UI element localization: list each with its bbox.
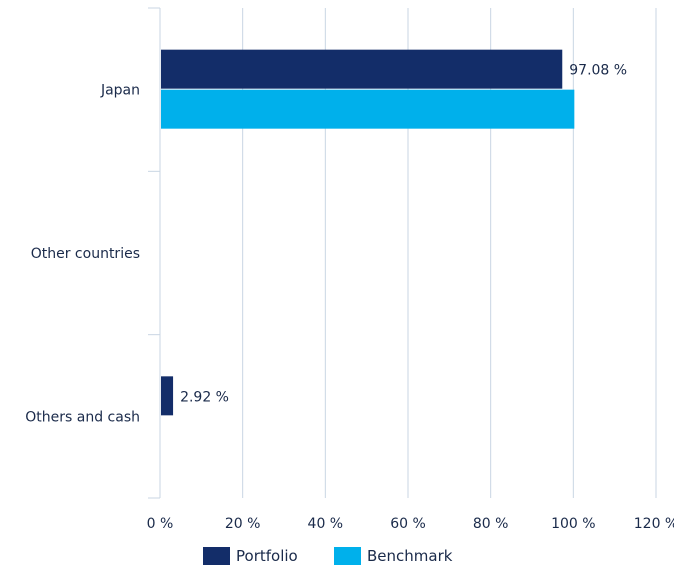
category-label: Other countries <box>31 246 140 262</box>
data-label: 2.92 % <box>180 389 229 405</box>
bar-benchmark <box>161 89 575 129</box>
x-tick-label: 40 % <box>308 516 344 532</box>
legend-swatch-benchmark <box>334 547 361 565</box>
bar-portfolio <box>161 376 174 416</box>
legend: Portfolio Benchmark <box>0 544 674 568</box>
legend-item-portfolio[interactable]: Portfolio <box>203 544 298 568</box>
data-label: 97.08 % <box>569 63 627 79</box>
legend-label-portfolio: Portfolio <box>236 547 298 565</box>
x-tick-label: 120 % <box>634 516 674 532</box>
x-tick-label: 0 % <box>147 516 174 532</box>
legend-swatch-portfolio <box>203 547 230 565</box>
category-labels: Japan Other countries Others and cash <box>25 83 140 426</box>
category-label: Others and cash <box>25 409 140 425</box>
bar-portfolio <box>161 49 563 89</box>
bar-chart: Japan Other countries Others and cash 0 % 2… <box>25 7 674 532</box>
y-axis <box>148 7 161 499</box>
legend-item-benchmark[interactable]: Benchmark <box>334 544 452 568</box>
category-label: Japan <box>100 83 140 99</box>
x-tick-label: 20 % <box>225 516 261 532</box>
x-tick-label: 100 % <box>551 516 595 532</box>
x-tick-label: 80 % <box>473 516 509 532</box>
data-labels: 97.08 % 2.92 % <box>180 63 627 406</box>
x-tick-label: 60 % <box>390 516 426 532</box>
x-tick-labels: 0 % 20 % 40 % 60 % 80 % 100 % 120 % <box>147 516 674 532</box>
legend-label-benchmark: Benchmark <box>367 547 453 565</box>
bars <box>161 49 575 416</box>
